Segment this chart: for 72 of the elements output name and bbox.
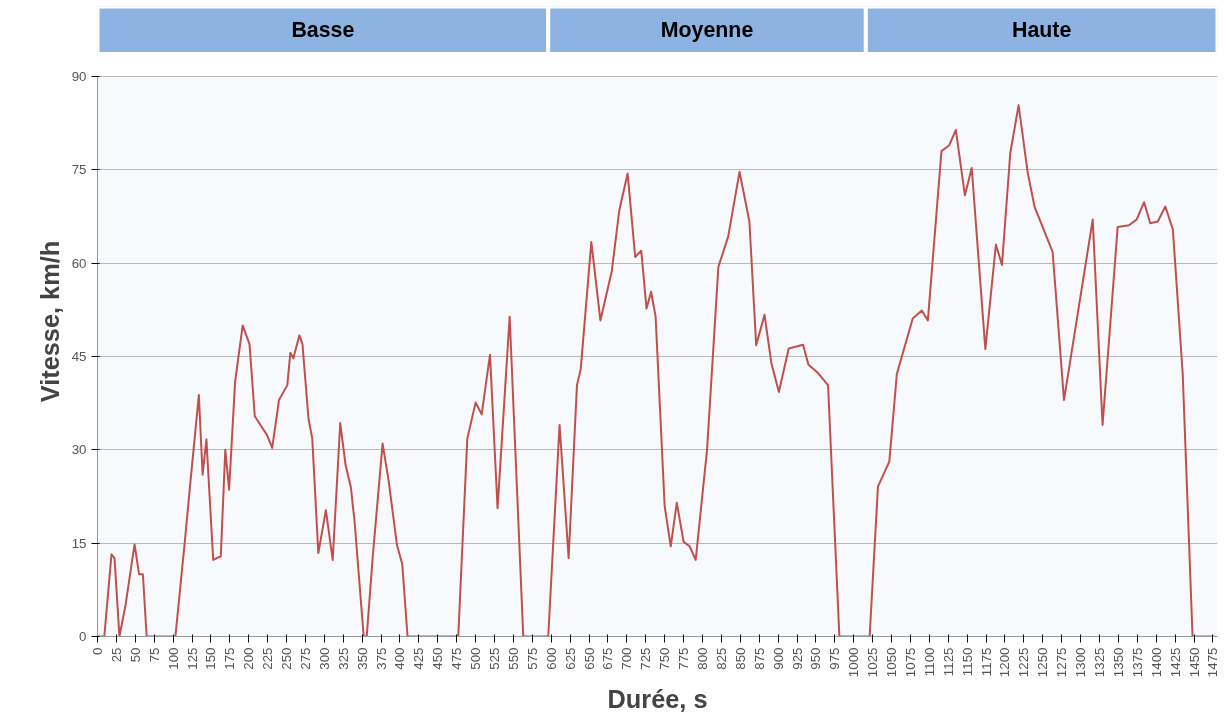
x-tick-label: 675 bbox=[600, 647, 616, 670]
x-tick-label: 1450 bbox=[1186, 647, 1202, 678]
x-tick-label: 875 bbox=[751, 647, 767, 670]
y-tick-label: 30 bbox=[71, 442, 87, 458]
x-tick-label: 425 bbox=[411, 647, 427, 670]
y-tick-label: 60 bbox=[71, 255, 87, 271]
x-tick-label: 0 bbox=[90, 647, 105, 655]
x-tick-label: 1050 bbox=[884, 647, 900, 678]
x-tick-label: 600 bbox=[543, 647, 559, 670]
x-tick-label: 1000 bbox=[846, 647, 862, 678]
x-tick-label: 1025 bbox=[865, 647, 881, 678]
x-tick-label: 325 bbox=[335, 647, 351, 670]
x-tick-label: 1100 bbox=[921, 647, 937, 677]
x-tick-label: 700 bbox=[619, 647, 635, 670]
x-tick-label: 375 bbox=[373, 647, 389, 670]
x-tick-label: 450 bbox=[430, 647, 446, 670]
x-tick-label: 125 bbox=[184, 647, 200, 670]
band-label: Basse bbox=[291, 18, 355, 43]
y-tick-label: 0 bbox=[79, 629, 87, 644]
y-tick-label: 15 bbox=[71, 535, 87, 551]
x-tick-label: 850 bbox=[732, 647, 748, 670]
x-tick-label: 1175 bbox=[978, 647, 994, 677]
x-tick-label: 475 bbox=[449, 647, 465, 670]
x-tick-label: 525 bbox=[487, 647, 503, 670]
x-tick-label: 1425 bbox=[1167, 647, 1183, 678]
x-tick-label: 1200 bbox=[997, 647, 1013, 678]
x-tick-label: 225 bbox=[260, 647, 276, 670]
x-tick-label: 500 bbox=[468, 647, 484, 670]
x-tick-label: 400 bbox=[392, 647, 408, 670]
x-tick-label: 275 bbox=[297, 647, 313, 670]
x-tick-label: 350 bbox=[354, 647, 370, 670]
x-tick-label: 1325 bbox=[1092, 647, 1108, 678]
x-tick-label: 1225 bbox=[1016, 647, 1032, 678]
x-tick-label: 925 bbox=[789, 647, 805, 670]
x-tick-label: 625 bbox=[562, 647, 578, 670]
x-tick-label: 575 bbox=[524, 647, 540, 670]
x-tick-label: 1075 bbox=[902, 647, 918, 678]
x-tick-label: 150 bbox=[203, 647, 219, 670]
x-tick-label: 25 bbox=[108, 647, 124, 663]
x-axis-title: Durée, s bbox=[607, 685, 708, 714]
x-tick-label: 1125 bbox=[940, 647, 956, 677]
y-tick-label: 45 bbox=[71, 349, 87, 364]
band-label: Haute bbox=[1012, 18, 1072, 43]
y-tick-label: 75 bbox=[71, 162, 87, 178]
x-tick-label: 50 bbox=[127, 647, 143, 663]
x-tick-label: 1250 bbox=[1035, 647, 1051, 678]
x-tick-label: 1275 bbox=[1054, 647, 1070, 678]
x-tick-label: 250 bbox=[279, 647, 295, 670]
x-tick-label: 300 bbox=[316, 647, 332, 670]
x-tick-label: 825 bbox=[713, 647, 729, 670]
x-tick-label: 175 bbox=[222, 647, 238, 670]
x-tick-label: 975 bbox=[827, 647, 843, 670]
x-tick-label: 100 bbox=[165, 647, 181, 670]
y-tick-label: 90 bbox=[71, 69, 87, 84]
x-tick-label: 900 bbox=[770, 647, 786, 670]
x-tick-label: 200 bbox=[241, 647, 257, 670]
x-tick-label: 800 bbox=[695, 647, 710, 670]
x-tick-label: 1375 bbox=[1129, 647, 1145, 678]
y-axis-title: Vitesse, km/h bbox=[35, 240, 64, 403]
x-tick-label: 75 bbox=[146, 647, 162, 663]
x-tick-label: 1300 bbox=[1073, 647, 1089, 678]
x-tick-label: 1150 bbox=[959, 647, 975, 677]
x-tick-label: 750 bbox=[657, 647, 673, 670]
x-tick-label: 725 bbox=[638, 647, 654, 670]
x-tick-label: 1350 bbox=[1110, 647, 1126, 678]
x-tick-label: 550 bbox=[505, 647, 521, 670]
x-tick-label: 1400 bbox=[1148, 647, 1164, 678]
x-tick-label: 1475 bbox=[1205, 647, 1221, 678]
band-label: Moyenne bbox=[660, 18, 754, 43]
x-tick-label: 775 bbox=[676, 647, 692, 670]
x-tick-label: 650 bbox=[581, 647, 597, 670]
x-tick-label: 950 bbox=[808, 647, 824, 670]
